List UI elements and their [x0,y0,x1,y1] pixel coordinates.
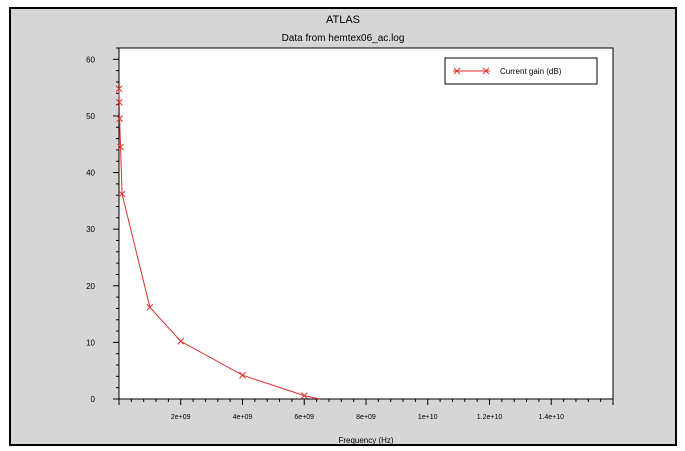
x-tick-label: 6e+09 [294,414,314,421]
y-tick-label: 40 [86,169,95,178]
y-axis: 0 10 20 30 40 50 60 [86,47,119,404]
x-tick-label: 1.4e+10 [539,414,565,421]
data-point [115,85,123,93]
x-axis: 2e+09 4e+09 6e+09 8e+09 1e+10 1.2e+10 1.4e+10 [118,399,614,421]
x-tick-label: 1e+10 [418,414,438,421]
data-point [118,190,126,198]
chart-title: ATLAS [326,14,360,26]
data-point [117,143,124,151]
data-point [177,337,185,345]
series-line [118,88,320,400]
data-point [146,303,154,311]
y-tick-label: 50 [86,112,95,121]
legend-line-sample [453,67,490,75]
y-tick-label: 30 [86,225,95,234]
y-tick-label: 10 [86,338,95,347]
data-point [239,371,246,379]
x-tick-label: 1.2e+10 [477,414,503,421]
plot-area [118,47,614,400]
legend: Current gain (dB) [444,57,598,85]
y-tick-label: 60 [86,55,95,64]
data-point [115,98,123,106]
y-tick-label: 20 [86,282,95,291]
y-tick-label: 0 [91,395,96,404]
x-tick-label: 8e+09 [356,414,376,421]
legend-label: Current gain (dB) [500,67,562,76]
x-tick-label: 4e+09 [233,414,253,421]
chart-subtitle: Data from hemtex06_ac.log [282,33,405,44]
series-layer [115,85,320,400]
x-axis-label: Frequency (Hz) [338,436,393,445]
x-tick-label: 2e+09 [171,414,191,421]
data-point [300,392,308,399]
data-point [116,115,123,123]
